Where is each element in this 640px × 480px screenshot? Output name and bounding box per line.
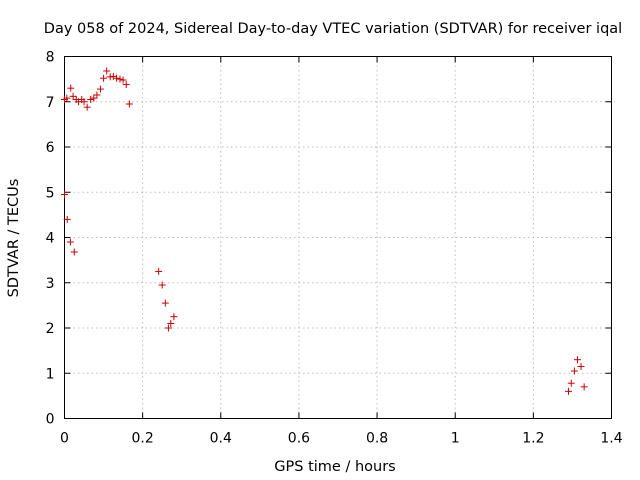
data-point: [580, 383, 588, 391]
data-point: [63, 215, 71, 223]
data-point: [167, 319, 175, 327]
data-point: [83, 103, 91, 111]
y-tick-label: 7: [46, 95, 55, 111]
data-point: [93, 91, 101, 99]
data-point: [90, 94, 98, 102]
data-point: [80, 98, 88, 106]
y-axis-label: SDTVAR / TECUs: [6, 179, 22, 298]
y-tick-label: 0: [46, 412, 55, 428]
data-point: [125, 100, 133, 108]
data-point: [119, 76, 127, 84]
data-point: [577, 362, 585, 370]
y-tick-label: 2: [46, 321, 55, 337]
data-point: [103, 67, 111, 75]
data-point: [565, 387, 573, 395]
y-tick-label: 6: [46, 140, 55, 156]
data-point: [67, 84, 75, 92]
data-point: [122, 81, 130, 89]
y-tick-label: 5: [46, 185, 55, 201]
data-point: [63, 94, 71, 102]
x-tick-label: 0.4: [210, 431, 232, 447]
y-tick-label: 4: [46, 231, 55, 247]
y-tick-label: 8: [46, 50, 55, 66]
data-point: [574, 356, 582, 364]
data-point: [70, 248, 78, 256]
y-tick-label: 1: [46, 366, 55, 382]
data-points: [61, 67, 588, 395]
x-tick-label: 0.8: [366, 431, 388, 447]
x-tick-label: 0.2: [132, 431, 154, 447]
data-point: [170, 313, 178, 321]
data-point: [570, 367, 578, 375]
y-tick-label: 3: [46, 276, 55, 292]
data-point: [116, 75, 124, 83]
x-tick-label: 0: [60, 431, 69, 447]
data-point: [567, 379, 575, 387]
data-point: [109, 72, 117, 80]
tick-layer: 0 0.2 0.4 0.6 0.8 1 1.2 1.4 0 1 2 3 4 5 6 7 8: [46, 50, 623, 447]
x-tick-label: 1.2: [522, 431, 544, 447]
grid-layer: [64, 56, 612, 419]
x-tick-label: 1.4: [600, 431, 622, 447]
data-point: [61, 191, 68, 199]
x-tick-label: 1: [451, 431, 460, 447]
data-point: [158, 281, 166, 289]
x-axis-label: GPS time / hours: [274, 459, 395, 475]
chart-title: Day 058 of 2024, Sidereal Day-to-day VTE…: [44, 21, 622, 37]
data-point: [161, 299, 169, 307]
data-point: [66, 238, 74, 246]
data-point: [100, 74, 108, 82]
data-point: [96, 85, 104, 93]
data-point: [164, 324, 172, 332]
data-point: [69, 92, 77, 100]
x-tick-label: 0.6: [288, 431, 310, 447]
data-point: [112, 74, 120, 82]
data-point: [87, 95, 95, 103]
data-point: [155, 267, 163, 275]
